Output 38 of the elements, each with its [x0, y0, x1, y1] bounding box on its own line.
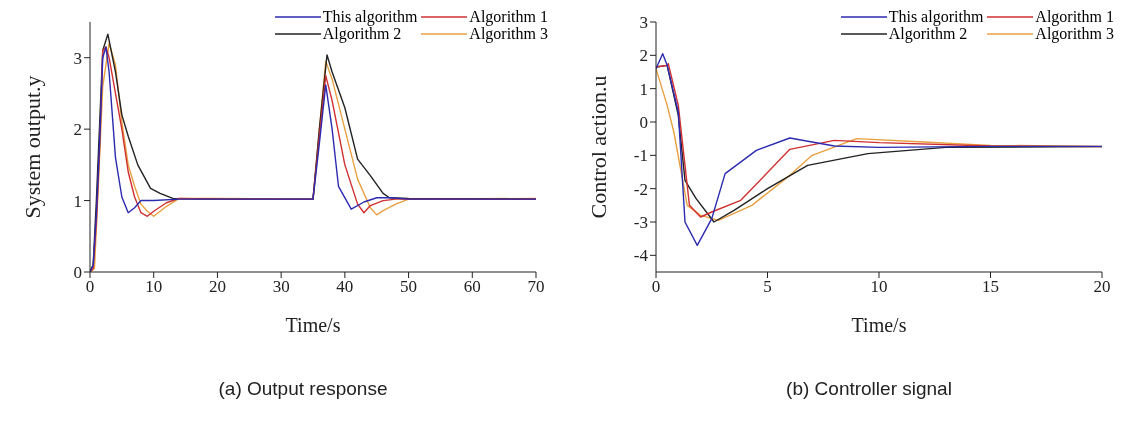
legend-label: Algorithm 2: [322, 25, 402, 42]
y-tick-label: 1: [73, 191, 82, 211]
y-tick-label: -2: [633, 179, 648, 199]
text: (a) Output response: [217, 378, 389, 400]
x-axis-title: Time/s: [851, 314, 907, 336]
legend-label: Algorithm 2: [888, 25, 968, 42]
x-tick-label: 15: [982, 277, 999, 297]
x-tick-label: 70: [527, 277, 545, 297]
x-tick-label: 40: [336, 277, 354, 297]
x-tick-label: 20: [208, 277, 226, 297]
y-tick-label: -4: [633, 246, 649, 266]
y-tick-label: 0: [639, 113, 648, 133]
x-tick-label: 5: [763, 277, 772, 297]
x-tick-label: 20: [1093, 277, 1111, 297]
y-axis-title: Control action.u: [585, 75, 611, 219]
line-series: [656, 52, 1102, 247]
y-tick-label: 3: [73, 48, 82, 68]
x-tick-label: 60: [463, 277, 481, 297]
legend-label: This algorithm: [322, 8, 418, 25]
y-tick-label: 1: [639, 79, 648, 99]
y-tick-label: 0: [73, 263, 82, 283]
text: (b) Controller signal: [785, 378, 953, 400]
x-tick-label: 50: [400, 277, 418, 297]
y-tick-label: 2: [73, 120, 82, 140]
legend-label: Algorithm 1: [1035, 8, 1114, 25]
legend-label: Algorithm 3: [469, 25, 548, 42]
y-tick-label: 3: [639, 13, 648, 33]
y-tick-label: 2: [639, 46, 648, 66]
legend-label: Algorithm 1: [469, 8, 548, 25]
y-axis-title: System output.y: [19, 75, 45, 219]
y-tick-label: -1: [633, 146, 648, 166]
legend-label: This algorithm: [888, 8, 984, 25]
legend-label: Algorithm 3: [1035, 25, 1114, 42]
x-axis-title: Time/s: [285, 314, 341, 336]
x-tick-label: 10: [145, 277, 163, 297]
x-tick-label: 30: [272, 277, 290, 297]
x-tick-label: 10: [870, 277, 888, 297]
y-tick-label: -3: [633, 213, 648, 233]
